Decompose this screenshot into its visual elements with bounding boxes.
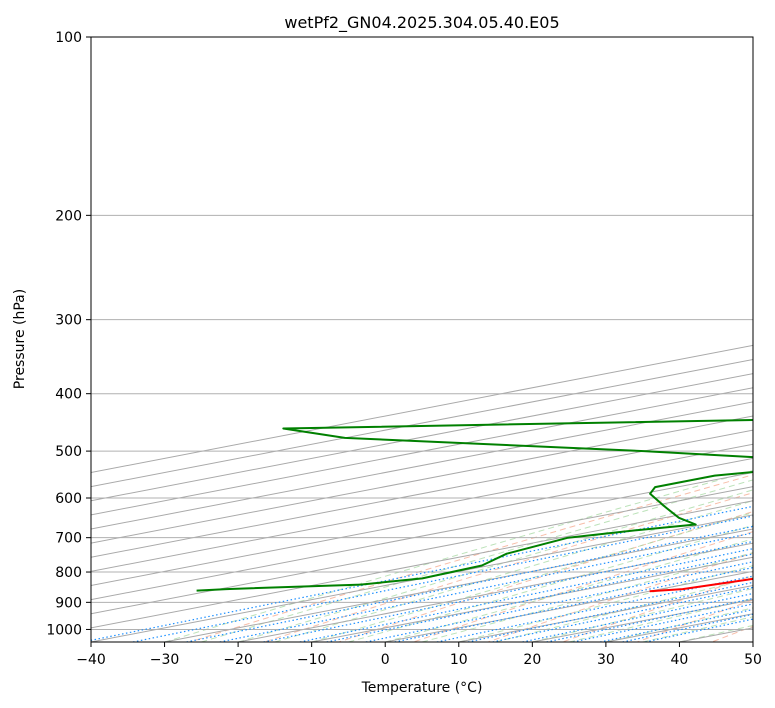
y-tick-label: 1000 [46,622,82,638]
y-tick-label: 800 [55,565,82,581]
x-tick-label: 50 [744,652,762,668]
isotherm-line [91,443,753,572]
plot-area: -100-90-80-70-60-50-40-30-20-100.10.20.4… [91,37,753,642]
dewpoint-profile-line [196,418,753,592]
x-tick-label: 40 [671,652,689,668]
moist-adiabat-line [164,469,753,642]
x-axis: −40 −30 −20 −10 0 10 20 30 40 50 [76,642,762,668]
isotherm-line [91,457,753,587]
y-tick-label: 700 [55,531,82,547]
dry-adiabat-line [413,531,753,642]
y-axis-label: Pressure (hPa) [12,289,28,389]
mixing-ratio-line [622,613,753,642]
y-tick-label: 600 [55,491,82,507]
x-tick-label: −20 [223,652,253,668]
x-tick-label: 20 [523,652,541,668]
dry-adiabats [189,474,753,642]
x-tick-label: 30 [597,652,615,668]
mixing-ratio-line [326,553,753,642]
x-tick-label: −30 [150,652,180,668]
x-tick-label: 0 [381,652,390,668]
isotherm-line [91,415,753,544]
y-tick-label: 300 [55,313,82,329]
moist-adiabat-line [348,524,753,642]
chart-title: wetPf2_GN04.2025.304.05.40.E05 [284,13,559,33]
mixing-ratio-line [132,515,753,642]
mixing-ratio-line [219,532,753,642]
y-axis: 100 200 300 400 500 600 700 800 900 1000 [46,30,91,638]
mixing-ratio-line [599,608,753,642]
moist-adiabat-line [421,552,753,642]
mixing-ratio-line [299,548,753,642]
x-tick-label: −40 [76,652,106,668]
y-tick-label: 200 [55,208,82,224]
x-axis-label: Temperature (°C) [361,680,483,696]
profiles [196,418,753,593]
y-tick-label: 400 [55,387,82,403]
isobars [91,37,753,630]
plot-frame [90,36,754,643]
isotherm-line [164,528,753,642]
moist-adiabat-line [495,577,753,642]
mixing-ratio-lines [91,505,753,642]
isotherm-line [91,471,753,601]
isotherm-line [91,514,753,642]
isotherm-line [91,429,753,558]
mixing-ratio-line [263,540,753,642]
isotherms [91,344,753,642]
y-tick-label: 500 [55,444,82,460]
isotherm-line [91,500,753,629]
isotherm-line [91,486,753,615]
dry-adiabat-line [189,474,753,642]
x-tick-label: −10 [297,652,327,668]
y-tick-label: 100 [55,30,82,46]
y-tick-label: 900 [55,595,82,611]
x-tick-label: 10 [450,652,468,668]
